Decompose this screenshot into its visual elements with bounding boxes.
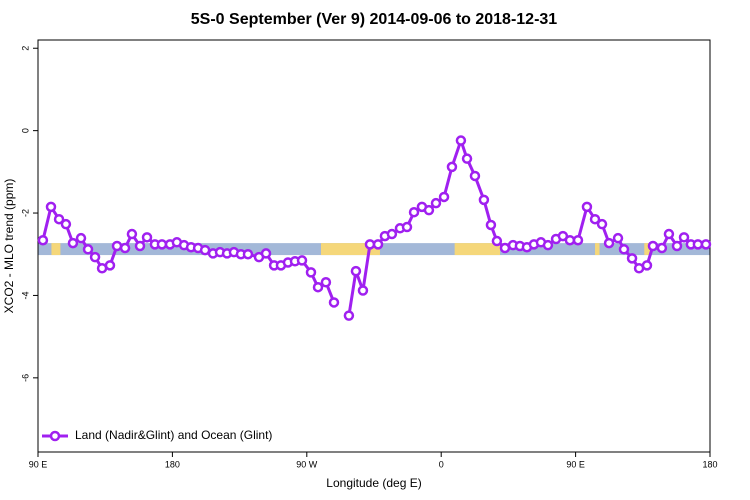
data-point xyxy=(401,221,413,233)
data-point xyxy=(364,239,376,250)
x-tick-label: 180 xyxy=(702,459,717,469)
x-tick-label: 0 xyxy=(439,459,444,469)
data-point xyxy=(478,194,490,206)
data-point xyxy=(408,206,420,218)
x-axis-label: Longitude (deg E) xyxy=(326,476,421,490)
legend-label: Land (Nadir&Glint) and Ocean (Glint) xyxy=(75,428,272,442)
data-point xyxy=(156,239,168,250)
data-point xyxy=(126,228,138,240)
data-point xyxy=(656,242,668,254)
data-point xyxy=(350,265,362,277)
data-point xyxy=(296,255,308,266)
data-point xyxy=(499,242,511,254)
data-point xyxy=(260,248,272,259)
data-point xyxy=(60,218,72,230)
data-point xyxy=(89,251,101,263)
data-point xyxy=(700,239,712,250)
x-tick-label: 90 E xyxy=(29,459,48,469)
data-point xyxy=(641,260,653,271)
data-point xyxy=(618,244,630,255)
data-point xyxy=(596,218,608,230)
y-tick-label: -2 xyxy=(20,209,30,217)
data-point xyxy=(75,232,87,244)
data-point xyxy=(119,242,131,254)
data-point xyxy=(134,240,146,252)
land-segment xyxy=(595,243,600,256)
land-segment xyxy=(454,243,501,256)
y-tick-label: 2 xyxy=(20,46,30,51)
data-point xyxy=(312,281,324,293)
data-point xyxy=(461,153,473,164)
data-point xyxy=(671,240,683,252)
data-point xyxy=(53,213,65,225)
data-point xyxy=(446,161,458,173)
data-point xyxy=(67,237,79,249)
data-point xyxy=(45,201,57,213)
land-segment xyxy=(320,243,380,256)
data-point xyxy=(242,248,254,260)
data-point xyxy=(572,234,584,246)
data-point xyxy=(485,219,497,231)
data-point xyxy=(320,277,332,288)
data-point xyxy=(430,197,442,209)
data-point xyxy=(357,285,369,296)
data-point xyxy=(678,232,690,243)
data-point xyxy=(111,240,123,252)
y-tick-label: 0 xyxy=(20,128,30,133)
data-point xyxy=(612,232,624,244)
data-point xyxy=(542,239,554,251)
x-tick-label: 90 W xyxy=(296,459,318,469)
y-tick-label: -4 xyxy=(20,291,30,299)
data-point xyxy=(423,204,435,216)
data-point xyxy=(663,228,675,240)
data-point xyxy=(589,213,601,225)
data-point xyxy=(438,191,450,203)
data-point xyxy=(626,253,638,264)
chart-title: 5S-0 September (Ver 9) 2014-09-06 to 201… xyxy=(191,11,558,28)
data-point xyxy=(343,310,355,321)
data-point xyxy=(564,234,576,246)
data-point xyxy=(491,235,503,247)
data-point xyxy=(581,201,593,213)
land-segment xyxy=(644,243,651,256)
data-point xyxy=(104,260,116,271)
data-point xyxy=(37,234,49,246)
land-segment xyxy=(51,243,61,256)
x-tick-label: 90 E xyxy=(566,459,585,469)
data-point xyxy=(469,170,481,182)
data-point xyxy=(305,267,317,278)
data-point xyxy=(141,232,153,243)
data-point xyxy=(692,239,704,250)
legend-marker xyxy=(49,430,61,442)
data-point xyxy=(647,240,659,252)
series-line xyxy=(41,135,706,316)
y-tick-label: -6 xyxy=(20,374,30,382)
data-point xyxy=(455,135,467,146)
x-tick-label: 180 xyxy=(165,459,180,469)
data-point xyxy=(372,239,384,250)
y-axis-label: XCO2 - MLO trend (ppm) xyxy=(2,179,16,314)
data-point xyxy=(82,244,94,255)
data-point xyxy=(328,297,340,308)
data-point xyxy=(386,228,398,240)
data-point xyxy=(603,237,615,249)
